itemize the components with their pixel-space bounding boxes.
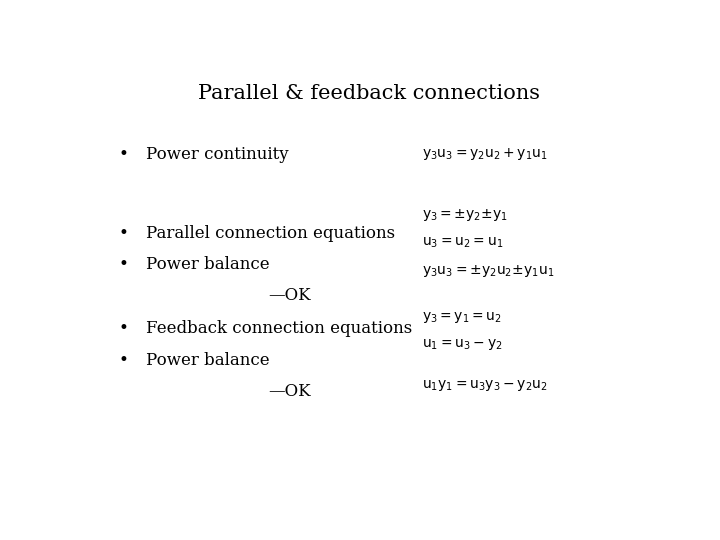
Text: Parallel connection equations: Parallel connection equations [145,225,395,242]
Text: $\mathrm{u_3 = u_2 = u_1}$: $\mathrm{u_3 = u_2 = u_1}$ [422,235,503,249]
Text: •: • [119,352,128,368]
Text: $\mathrm{u_1 = u_3 - y_2}$: $\mathrm{u_1 = u_3 - y_2}$ [422,337,503,352]
Text: —OK: —OK [269,383,311,400]
Text: $\mathrm{u_1y_1 = u_3y_3 - y_2u_2}$: $\mathrm{u_1y_1 = u_3y_3 - y_2u_2}$ [422,379,548,393]
Text: •: • [119,320,128,338]
Text: Feedback connection equations: Feedback connection equations [145,320,412,338]
Text: Parallel & feedback connections: Parallel & feedback connections [198,84,540,103]
Text: —OK: —OK [269,287,311,304]
Text: •: • [119,225,128,242]
Text: Power continuity: Power continuity [145,146,289,163]
Text: $\mathrm{y_3u_3 = {\pm}y_2u_2 {\pm} y_1u_1}$: $\mathrm{y_3u_3 = {\pm}y_2u_2 {\pm} y_1u… [422,262,554,279]
Text: $\mathrm{y_3 = {\pm}y_2 {\pm} y_1}$: $\mathrm{y_3 = {\pm}y_2 {\pm} y_1}$ [422,207,508,224]
Text: •: • [119,146,128,163]
Text: •: • [119,256,128,273]
Text: $\mathrm{y_3 = y_1 = u_2}$: $\mathrm{y_3 = y_1 = u_2}$ [422,310,502,325]
Text: Power balance: Power balance [145,256,269,273]
Text: $\mathrm{y_3u_3 = y_2u_2 + y_1u_1}$: $\mathrm{y_3u_3 = y_2u_2 + y_1u_1}$ [422,146,548,162]
Text: Power balance: Power balance [145,352,269,368]
